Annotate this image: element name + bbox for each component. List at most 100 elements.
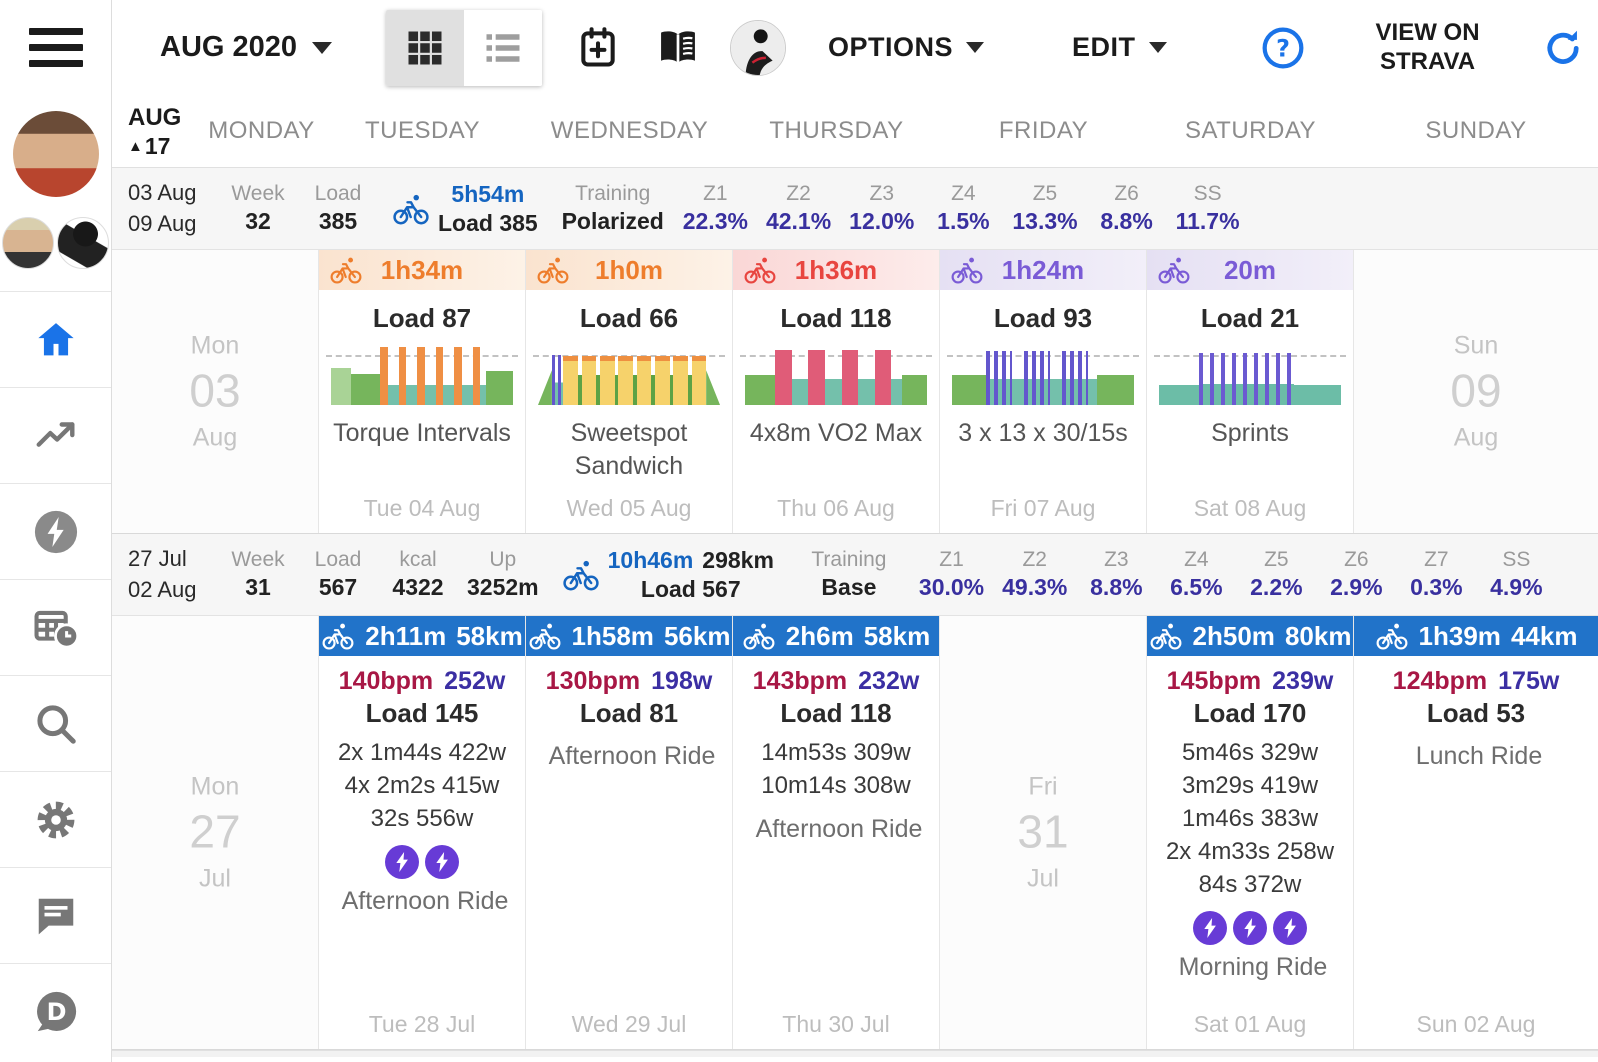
summary-stat: Z4 6.5%: [1165, 547, 1227, 602]
power-achievement-icon: [1233, 910, 1267, 945]
interval-line: 32s 556w: [370, 805, 474, 833]
workout-name: Sweetspot Sandwich: [570, 419, 688, 480]
calendar-corner: AUG ▲ 17: [128, 104, 181, 160]
hamburger-icon: [28, 28, 83, 67]
week-total-load: Load 385: [438, 209, 538, 236]
sidebar-item-home[interactable]: [0, 291, 111, 387]
heartrate-value: 130bpm: [545, 667, 641, 695]
bike-icon: [1157, 256, 1191, 284]
sidebar-item-disqus[interactable]: D: [0, 963, 111, 1059]
summary-stat: Z4 1.5%: [932, 181, 994, 236]
athlete-avatars: [2, 217, 109, 269]
workout-load: Load 118: [780, 303, 892, 333]
bike-icon: [528, 622, 562, 650]
grid-view-button[interactable]: [386, 9, 465, 86]
plan-library-button[interactable]: [654, 24, 702, 72]
stat-label: Training: [811, 548, 887, 571]
options-button[interactable]: OPTIONS: [828, 32, 985, 63]
calendar-add-icon: [581, 26, 615, 67]
caret-down-icon: [966, 42, 985, 53]
bike-icon: [536, 256, 570, 284]
user-avatar[interactable]: [730, 19, 787, 76]
stat-value: 4.9%: [1490, 574, 1543, 601]
activity-duration: 1h39m: [1418, 620, 1501, 651]
power-value: 239w: [1272, 667, 1334, 695]
cell-date-label: Wed 29 Jul: [571, 1011, 687, 1037]
activity-distance: 80km: [1284, 620, 1352, 651]
book-icon: [661, 30, 695, 63]
activity-card[interactable]: 1h58m 56km 130bpm 198w Load 81 Afternoon Ride…: [526, 616, 733, 1049]
week-total-time: 10h46m: [607, 546, 694, 573]
stat-value: 31: [245, 574, 271, 601]
workout-card-header: 1h36m: [733, 250, 939, 290]
activity-card[interactable]: 2h6m 58km 143bpm 232w Load 118 14m53s 309w 10m…: [733, 616, 940, 1049]
planned-workout-card[interactable]: 1h36m Load 118 4x8m VO2 Max Thu 06 Aug: [733, 250, 940, 533]
planned-workout-card[interactable]: 20m Load 21 Sprints Sat 08 Aug: [1147, 250, 1354, 533]
summary-stat: Z1 30.0%: [919, 547, 984, 602]
stat-value: 2.2%: [1250, 574, 1303, 601]
athlete-avatar-1[interactable]: [2, 217, 54, 269]
sidebar-item-chat[interactable]: [0, 867, 111, 963]
help-button[interactable]: ?: [1259, 24, 1307, 72]
cyclist-avatar-icon: [731, 20, 786, 75]
week-number-toggle[interactable]: ▲ 17: [128, 133, 181, 161]
athlete-avatar-2[interactable]: [57, 217, 109, 269]
activity-name: Morning Ride: [1178, 952, 1328, 981]
sidebar-item-settings[interactable]: [0, 771, 111, 867]
stat-label: Z3: [869, 182, 895, 205]
workout-load: Load 66: [579, 303, 679, 333]
stat-value: 0.3%: [1410, 574, 1463, 601]
week-date-range: 03 Aug 09 Aug: [128, 178, 218, 240]
calendar-header: AUG ▲ 17 MONDAY TUESDAY WEDNESDAY THURSDAY F…: [112, 95, 1598, 168]
summary-stat: SS 11.7%: [1176, 181, 1240, 236]
add-event-button[interactable]: [574, 24, 622, 72]
cell-date-label: Tue 28 Jul: [368, 1011, 476, 1037]
sidebar-nav: D: [0, 291, 111, 1059]
sidebar-item-power[interactable]: [0, 483, 111, 579]
activity-card[interactable]: 2h50m 80km 145bpm 239w Load 170 5m46s 329w 3m2…: [1147, 616, 1354, 1049]
summary-stat: Training Base: [797, 547, 901, 602]
week-row: Mon 27 Jul 2h11m 58km 140bpm 252w Load 145 2x 1m…: [112, 616, 1598, 1050]
profile-photo[interactable]: [12, 111, 99, 197]
stat-value: 6.5%: [1170, 574, 1223, 601]
sidebar-item-plan[interactable]: [0, 579, 111, 675]
planned-workout-card[interactable]: 1h0m Load 66 Sweetspot Sandwich Wed 05 Aug: [526, 250, 733, 533]
activity-card[interactable]: 1h39m 44km 124bpm 175w Load 53 Lunch Ride Sun …: [1354, 616, 1598, 1049]
calendar-body: 03 Aug 09 Aug Week 32 Load 385 5h54m Load 385 Tr…: [112, 168, 1598, 1050]
planned-workout-card[interactable]: 1h34m Load 87 Torque Intervals Tue 04 Aug: [319, 250, 526, 533]
stat-value: 22.3%: [682, 208, 748, 235]
refresh-button[interactable]: [1539, 24, 1587, 72]
planned-workout-card[interactable]: 1h24m Load 93 3 x 13 x 30/15s Fri 07 Aug: [940, 250, 1147, 533]
workout-profile-chart: [740, 345, 932, 405]
activity-card[interactable]: 2h11m 58km 140bpm 252w Load 145 2x 1m44s 422w…: [319, 616, 526, 1049]
sidebar-item-search[interactable]: [0, 675, 111, 771]
stat-label: Z6: [1114, 182, 1139, 205]
activity-card-header: 2h11m 58km: [319, 616, 525, 656]
plan-icon: [33, 605, 79, 651]
summary-stat: Z3 8.8%: [1085, 547, 1147, 602]
power-achievement-icon: [425, 844, 459, 879]
list-view-button[interactable]: [464, 9, 543, 86]
sidebar-item-trends[interactable]: [0, 387, 111, 483]
bike-icon: [562, 559, 600, 591]
stat-label: Load: [314, 548, 362, 571]
bike-icon: [1149, 622, 1183, 650]
menu-button[interactable]: [0, 0, 111, 95]
view-on-strava-button[interactable]: VIEW ON STRAVA: [1375, 19, 1480, 75]
day-cell: Mon 27 Jul: [112, 616, 319, 1049]
summary-stat: Z3 12.0%: [849, 181, 914, 236]
summary-stat: Z6 2.9%: [1325, 547, 1387, 602]
stat-value: 12.0%: [849, 208, 915, 235]
month-selector[interactable]: AUG 2020: [160, 31, 333, 64]
stat-label: Z3: [1104, 548, 1129, 571]
edit-button[interactable]: EDIT: [1072, 32, 1167, 63]
heartrate-value: 140bpm: [338, 667, 434, 695]
interval-summary: 5m46s 329w 3m29s 419w 1m46s 383w 2x 4m33s 2…: [1147, 736, 1353, 902]
stat-label: Week: [231, 548, 285, 571]
help-icon: ?: [1262, 27, 1303, 68]
bike-icon: [950, 256, 984, 284]
workout-card-header: 1h34m: [319, 250, 525, 290]
workout-name: 4x8m VO2 Max: [749, 419, 923, 447]
activity-distance: 44km: [1510, 620, 1578, 651]
activity-name: Lunch Ride: [1415, 742, 1543, 770]
